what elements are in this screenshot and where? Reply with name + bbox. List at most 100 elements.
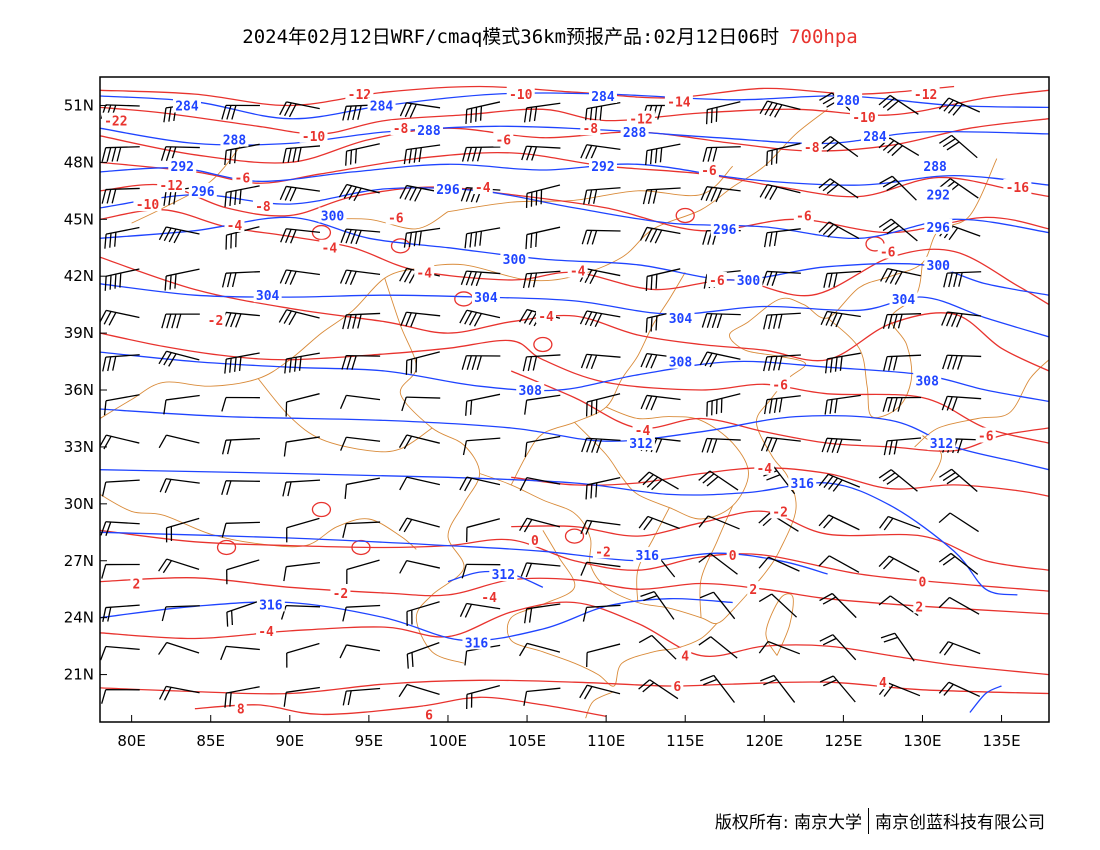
wind-barb xyxy=(283,561,320,582)
wind-barb xyxy=(285,393,320,417)
wind-barb xyxy=(519,477,561,491)
temperature-label: -6 xyxy=(796,209,812,224)
title-level: 700hpa xyxy=(789,26,858,48)
temperature-label: 8 xyxy=(237,703,245,718)
x-tick-label: 90E xyxy=(276,732,305,750)
temperature-label-bg xyxy=(345,86,374,102)
wind-barb xyxy=(698,553,738,575)
x-tick-label: 110E xyxy=(587,732,625,750)
wind-barb xyxy=(639,226,681,244)
wind-barb xyxy=(579,310,621,328)
temperature-contour xyxy=(100,332,1049,444)
temperature-label-bg xyxy=(232,169,253,185)
temperature-label: 2 xyxy=(749,583,757,598)
x-tick-label: 85E xyxy=(196,732,225,750)
wind-barb xyxy=(759,100,801,118)
footer-separator xyxy=(868,808,869,834)
wind-barb xyxy=(938,552,979,575)
height-label: 288 xyxy=(623,126,647,141)
wind-barb xyxy=(818,221,860,239)
temperature-label: 2 xyxy=(132,578,140,593)
wind-barb xyxy=(462,437,501,456)
temperature-label: -4 xyxy=(227,219,243,234)
wind-barbs xyxy=(100,92,982,709)
y-tick-label: 42N xyxy=(64,267,94,285)
wind-barb xyxy=(100,309,140,326)
wind-barb xyxy=(941,311,982,328)
temperature-label: -4 xyxy=(570,265,586,280)
temperature-label-bg xyxy=(390,120,411,136)
wind-barb xyxy=(943,271,982,288)
wind-barb xyxy=(158,226,200,244)
province-boundaries xyxy=(100,108,1049,719)
wind-barb xyxy=(279,101,320,118)
temperature-label-bg xyxy=(536,308,557,324)
temperature-label: -12 xyxy=(914,88,937,103)
temperature-label: -4 xyxy=(322,242,338,257)
temperature-label: -10 xyxy=(852,111,876,126)
wind-barb xyxy=(280,605,321,620)
wind-barb xyxy=(342,604,381,622)
height-label: 308 xyxy=(518,384,542,399)
temperature-contour xyxy=(100,601,1049,676)
temperature-label-bg xyxy=(726,547,739,563)
wind-barb xyxy=(523,102,561,123)
wind-barb xyxy=(584,101,621,124)
wind-barb xyxy=(524,603,561,624)
wind-barb xyxy=(278,309,320,326)
height-label-bg xyxy=(924,218,953,234)
height-contour xyxy=(969,685,1002,713)
wind-barb xyxy=(403,144,441,165)
wind-barb xyxy=(339,269,381,286)
wind-barb xyxy=(220,645,260,661)
temperature-label: 2 xyxy=(915,600,923,615)
temperature-label-bg xyxy=(592,543,613,559)
wind-barb xyxy=(701,437,741,453)
wind-barb xyxy=(221,396,260,412)
wind-barb xyxy=(221,521,260,538)
temperature-contour-closed xyxy=(351,539,371,556)
temperature-label-bg xyxy=(567,262,588,278)
wind-barb xyxy=(161,313,200,329)
height-label: 284 xyxy=(175,99,199,114)
wind-barb xyxy=(101,146,140,162)
wind-barb xyxy=(702,146,741,162)
temperature-label: -10 xyxy=(509,88,533,103)
wind-barb xyxy=(524,435,561,458)
temperature-contour-closed xyxy=(390,238,411,254)
wind-barb xyxy=(286,517,320,543)
height-label: 316 xyxy=(465,636,489,651)
temperature-label-bg xyxy=(911,86,940,102)
boundary-line xyxy=(585,691,615,719)
temperature-contour xyxy=(100,256,1049,372)
height-label: 312 xyxy=(629,437,652,452)
height-contour xyxy=(100,469,1018,596)
temperature-contour xyxy=(510,370,1049,452)
wind-barb xyxy=(758,640,801,655)
height-label: 296 xyxy=(436,183,460,198)
height-label: 308 xyxy=(669,356,693,371)
wind-barb xyxy=(339,644,381,659)
wind-barb xyxy=(100,434,140,450)
wind-barb xyxy=(823,270,861,288)
x-tick-label: 115E xyxy=(666,732,704,750)
wind-barb xyxy=(580,519,621,535)
temperature-label-bg xyxy=(747,581,760,597)
temperature-label-bg xyxy=(319,239,340,255)
boundary-line xyxy=(100,494,417,550)
wind-barb xyxy=(165,517,200,543)
wind-barb xyxy=(938,97,981,116)
wind-barb xyxy=(638,515,680,531)
wind-barb xyxy=(882,313,922,329)
wind-barb xyxy=(640,394,681,411)
temperature-label-bg xyxy=(664,93,693,109)
temperature-label-bg xyxy=(234,700,247,716)
wind-barb xyxy=(406,642,440,669)
height-label-bg xyxy=(588,87,617,103)
wind-barb xyxy=(818,473,861,492)
height-label-bg xyxy=(710,220,739,236)
temperature-label: -12 xyxy=(348,88,371,103)
temperature-contour xyxy=(194,696,607,717)
temperature-label: -2 xyxy=(208,314,224,329)
temperature-label-bg xyxy=(801,139,822,155)
